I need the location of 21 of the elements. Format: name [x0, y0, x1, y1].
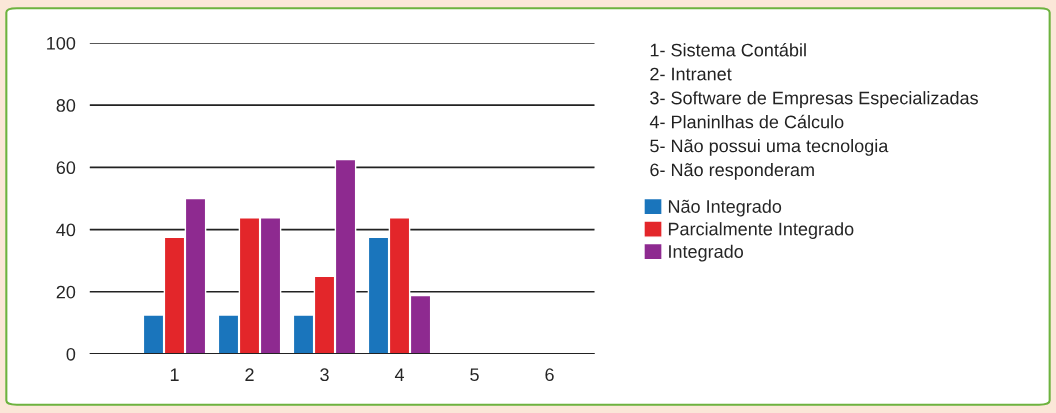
- y-tick-label: 100: [47, 36, 76, 50]
- text: 5- Não possui uma tecnologia: [650, 139, 889, 156]
- y-tick-label: 20: [56, 285, 76, 299]
- y-tick-label: 40: [56, 223, 76, 237]
- text: 4- Planinlhas de Cálculo: [649, 114, 844, 129]
- text: 1- Sistema Contábil: [650, 43, 806, 57]
- text: 3- Software de Empresas Especializadas: [650, 91, 978, 108]
- x-tick-label: 5: [470, 368, 479, 382]
- x-tick-label: 2: [245, 368, 254, 381]
- legend-label: Não Integrado: [668, 199, 782, 217]
- x-tick-label: 4: [394, 368, 405, 381]
- x-tick-label: 3: [320, 368, 329, 382]
- x-tick-label: 1: [170, 368, 179, 381]
- text: 2- Intranet: [650, 67, 732, 81]
- y-tick-label: 60: [56, 161, 76, 175]
- text: 6- Não responderam: [650, 162, 814, 180]
- x-tick-label: 6: [545, 368, 554, 382]
- legend-label: Integrado: [669, 244, 743, 262]
- y-tick-label: 80: [56, 99, 76, 112]
- y-tick-label: 0: [66, 347, 76, 361]
- legend-label: Parcialmente Integrado: [668, 222, 854, 239]
